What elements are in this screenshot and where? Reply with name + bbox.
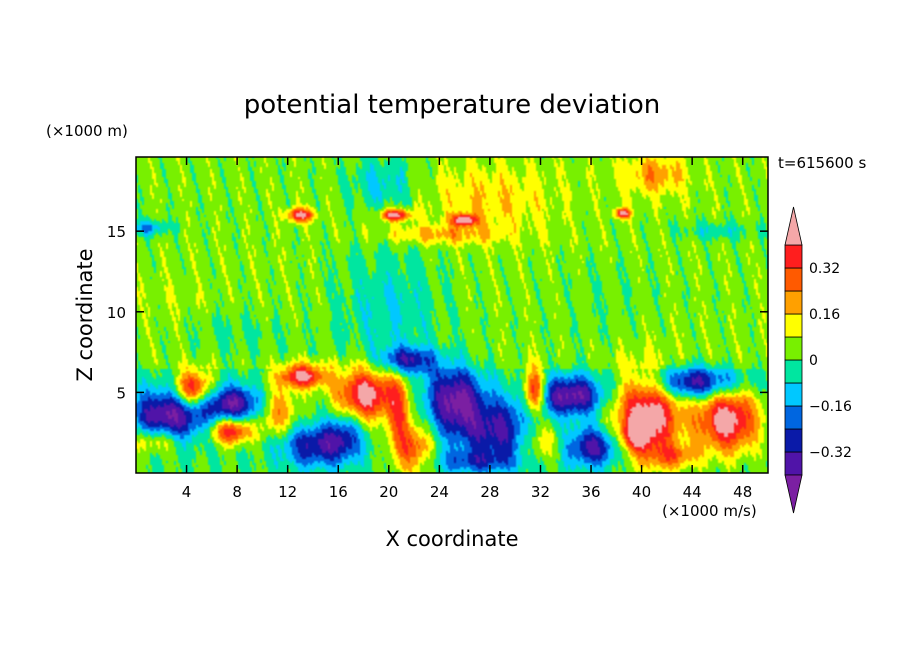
colorbar-box <box>784 382 803 407</box>
time-label: t=615600 s <box>778 154 866 172</box>
x-axis-ticks: 4 8 12 16 20 24 28 32 36 40 44 48 <box>182 157 752 501</box>
colorbar-label: 0 <box>809 353 818 369</box>
x-tick-label: 20 <box>379 483 398 501</box>
colorbar-box <box>784 428 803 453</box>
colorbar-label: 0.16 <box>809 307 840 323</box>
colorbar-box <box>784 267 803 292</box>
x-tick-label: 32 <box>531 483 550 501</box>
x-tick-label: 48 <box>733 483 752 501</box>
colorbar-label: −0.32 <box>809 445 852 461</box>
colorbar: 0.32 0.16 0 −0.16 −0.32 <box>784 206 852 514</box>
x-units-label: (×1000 m/s) <box>662 502 757 520</box>
x-tick-label: 4 <box>182 483 192 501</box>
colorbar-box <box>784 405 803 430</box>
colorbar-label: 0.32 <box>809 261 840 277</box>
colorbar-box <box>784 359 803 384</box>
colorbar-bottom-arrow <box>784 474 803 514</box>
x-tick-label: 24 <box>430 483 449 501</box>
colorbar-box <box>784 336 803 361</box>
y-tick-label: 15 <box>107 223 126 241</box>
y-axis-title: Z coordinate <box>73 248 97 381</box>
x-tick-label: 28 <box>480 483 499 501</box>
x-tick-label: 16 <box>329 483 348 501</box>
x-tick-label: 12 <box>278 483 297 501</box>
y-units-label: (×1000 m) <box>46 122 128 140</box>
colorbar-box <box>784 244 803 269</box>
chart-title: potential temperature deviation <box>244 90 660 120</box>
colorbar-label: −0.16 <box>809 399 852 415</box>
colorbar-box <box>784 451 803 476</box>
x-tick-label: 44 <box>683 483 702 501</box>
colorbar-box <box>784 290 803 315</box>
x-tick-label: 8 <box>232 483 242 501</box>
x-axis-title: X coordinate <box>385 527 518 551</box>
contour-field-image <box>136 157 768 473</box>
x-tick-label: 40 <box>632 483 651 501</box>
y-tick-label: 5 <box>116 384 126 402</box>
colorbar-box <box>784 313 803 338</box>
plot-frame <box>135 156 769 474</box>
y-tick-label: 10 <box>107 304 126 322</box>
contour-field <box>136 157 768 473</box>
x-tick-label: 36 <box>581 483 600 501</box>
y-axis-ticks: 5 10 15 <box>107 223 768 402</box>
colorbar-top-arrow <box>784 206 803 246</box>
